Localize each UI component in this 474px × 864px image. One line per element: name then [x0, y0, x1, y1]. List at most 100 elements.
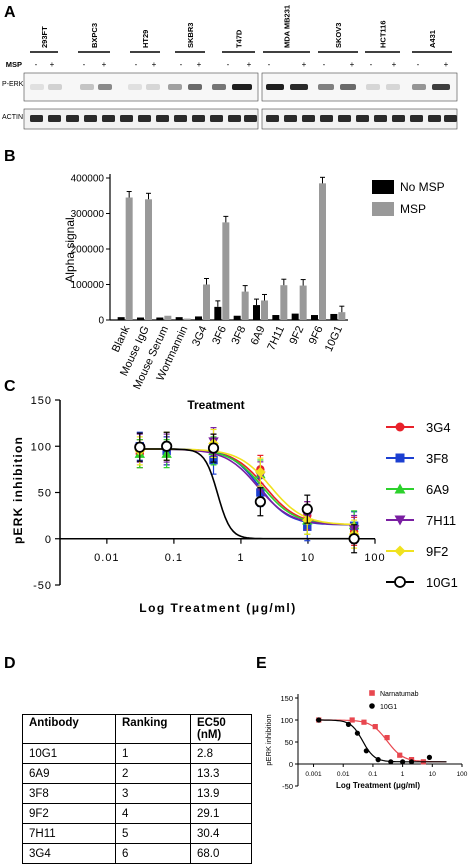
plus-sign: +	[102, 60, 107, 69]
y-tick-label: 0	[45, 534, 52, 546]
bar	[145, 199, 152, 320]
table-header-row: Antibody Ranking EC50 (nM)	[22, 714, 252, 744]
legend-label: 9F2	[426, 544, 448, 559]
x-tick-label: 3G4	[190, 324, 210, 348]
cell-line-label: BXPC3	[90, 23, 99, 48]
bar	[117, 317, 125, 320]
x-tick-label: 1	[401, 771, 405, 778]
y-tick-label: 50	[38, 488, 52, 500]
y-axis-label: pERK inhibition	[11, 436, 25, 544]
bar	[175, 317, 183, 320]
minus-sign: -	[323, 60, 326, 69]
perk-band	[412, 84, 426, 90]
y-tick-label: 50	[285, 738, 293, 747]
bar	[291, 313, 299, 320]
x-tick-label: 100	[457, 771, 468, 778]
actin-band	[156, 115, 169, 122]
x-tick-label: 0.01	[94, 552, 119, 564]
bar	[330, 313, 338, 320]
legend-label: 3F8	[426, 451, 448, 466]
marker	[395, 422, 405, 432]
bar	[125, 197, 133, 320]
bar	[272, 315, 280, 320]
cell-line-label: HCT116	[379, 20, 388, 48]
x-axis-label: Log Treatment (μg/ml)	[139, 601, 297, 615]
perk-band	[232, 84, 252, 90]
perk-band	[366, 84, 380, 90]
table-cell: 1	[115, 743, 191, 764]
panel-label-e: E	[256, 655, 267, 672]
perk-band	[318, 84, 334, 90]
perk-band	[128, 84, 142, 90]
x-tick-label: 6A9	[249, 324, 268, 347]
cell-line-label: HT29	[141, 30, 150, 48]
marker	[349, 717, 355, 723]
actin-band	[138, 115, 151, 122]
table-row: 7H11 5 30.4	[22, 823, 252, 844]
table-header-ranking: Ranking	[115, 714, 191, 744]
legend-label: 3G4	[426, 420, 451, 435]
marker	[161, 440, 173, 452]
actin-band	[120, 115, 133, 122]
minus-sign: -	[35, 60, 38, 69]
legend-label: 6A9	[426, 482, 449, 497]
table-cell: 9F2	[22, 803, 116, 824]
bar	[137, 317, 144, 320]
x-axis-label: Log Treatment (μg/ml)	[336, 781, 420, 790]
cell-line-label: MDA MB231	[283, 5, 292, 48]
perk-band	[212, 84, 226, 90]
table-cell: 30.4	[190, 823, 252, 844]
actin-band	[392, 115, 405, 122]
x-tick-label: 0.1	[368, 771, 377, 778]
table-cell: 3G4	[22, 843, 116, 864]
plus-sign: +	[197, 60, 202, 69]
actin-band	[102, 115, 115, 122]
x-tick-label: 10	[429, 771, 437, 778]
actin-band	[48, 115, 61, 122]
legend-swatch	[372, 202, 394, 216]
actin-band	[320, 115, 333, 122]
actin-band	[174, 115, 187, 122]
table-cell: 2	[115, 763, 191, 784]
bar	[299, 285, 307, 320]
table-cell: 5	[115, 823, 191, 844]
actin-band	[428, 115, 441, 122]
x-tick-label: 9F2	[287, 324, 306, 346]
bar	[280, 285, 288, 320]
perk-band	[266, 84, 284, 90]
marker	[395, 453, 405, 463]
x-tick-label: 7H11	[265, 324, 287, 352]
actin-band	[228, 115, 241, 122]
marker	[397, 752, 403, 758]
minus-sign: -	[135, 60, 138, 69]
y-tick-label: 0	[98, 316, 104, 327]
blot-row-label-actin: ACTIN	[2, 114, 23, 121]
marker	[345, 721, 352, 728]
perk-band	[146, 84, 160, 90]
panel-label-c: C	[4, 378, 16, 395]
legend-label: No MSP	[400, 180, 445, 194]
perk-band	[168, 84, 182, 90]
minus-sign: -	[227, 60, 230, 69]
bar	[311, 315, 318, 320]
fit-curve	[315, 719, 447, 763]
marker	[394, 515, 406, 526]
marker	[426, 754, 433, 761]
marker	[255, 466, 266, 478]
actin-band	[210, 115, 223, 122]
actin-band	[266, 115, 279, 122]
legend-label: 10G1	[426, 575, 458, 590]
bar	[156, 317, 164, 320]
plus-sign: +	[152, 60, 157, 69]
table-header-antibody: Antibody	[22, 714, 116, 744]
table-cell: 29.1	[190, 803, 252, 824]
bar	[241, 291, 249, 320]
marker	[384, 735, 390, 741]
y-tick-label: 150	[31, 395, 52, 407]
y-tick-label: 100000	[71, 280, 105, 291]
x-tick-label: 100	[364, 552, 385, 564]
table-cell: 6A9	[22, 763, 116, 784]
plus-sign: +	[50, 60, 55, 69]
marker	[394, 545, 406, 557]
fit-curve	[138, 448, 355, 540]
